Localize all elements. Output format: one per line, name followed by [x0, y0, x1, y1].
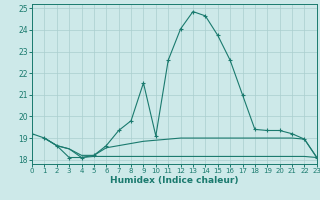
X-axis label: Humidex (Indice chaleur): Humidex (Indice chaleur) — [110, 176, 239, 185]
